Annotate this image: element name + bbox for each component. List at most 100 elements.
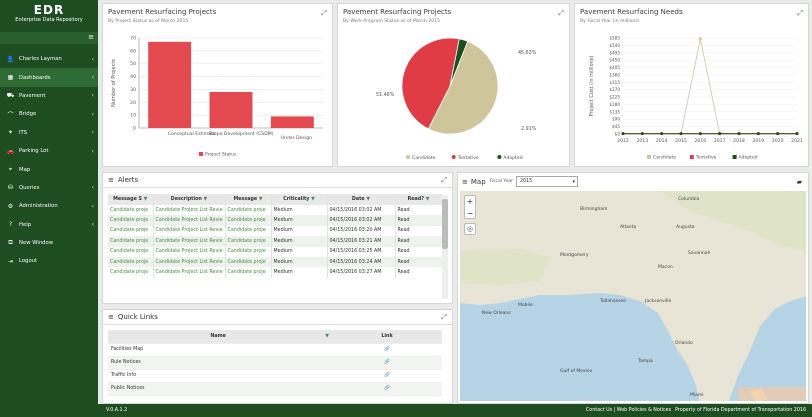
legend-label[interactable]: Candidate — [412, 155, 436, 161]
data-point[interactable] — [698, 132, 702, 136]
data-point[interactable] — [795, 132, 799, 136]
link-icon[interactable]: 🔗 — [332, 356, 442, 370]
link-icon[interactable]: 🔗 — [332, 369, 442, 383]
data-point[interactable] — [640, 132, 644, 136]
link-icon[interactable]: 🔗 — [332, 343, 442, 357]
data-point[interactable] — [737, 132, 741, 136]
list-item[interactable]: Rule Notices 🔗 — [108, 356, 442, 370]
fiscal-year-select[interactable]: 2015 ▾ — [515, 176, 578, 187]
sidebar-item-pavement[interactable]: ⛟ Pavement ‹ — [0, 87, 98, 105]
map-header: ≡ Map Fiscal Year 2015 ▾ ▰ — [458, 173, 808, 190]
data-point[interactable] — [756, 132, 760, 136]
scrollbar-thumb[interactable] — [442, 199, 448, 249]
column-header[interactable]: Name ▼ — [108, 330, 332, 344]
table-row[interactable]: Candidate proje Candidate Project List Re… — [108, 215, 442, 226]
legend-label[interactable]: Tentative — [695, 155, 717, 161]
list-item[interactable]: Public Notices 🔗 — [108, 382, 442, 396]
filter-icon[interactable]: ▼ — [366, 197, 371, 202]
data-point[interactable] — [718, 132, 722, 136]
column-header[interactable]: Date ▼ — [327, 194, 396, 205]
legend-label[interactable]: Tentative — [457, 155, 479, 161]
locate-icon[interactable]: ◎ — [464, 223, 476, 235]
table-row[interactable]: Candidate proje Candidate Project List Re… — [108, 205, 442, 216]
column-header[interactable]: Criticality ▼ — [271, 194, 328, 205]
sidebar-item-administration[interactable]: ⚙ Administration ‹ — [0, 197, 98, 215]
sidebar-item-logout[interactable]: ⇥ Logout — [0, 252, 98, 270]
column-header[interactable]: Link — [332, 330, 442, 344]
table-row[interactable]: Candidate proje Candidate Project List Re… — [108, 246, 442, 257]
zoom-out-button[interactable]: − — [466, 209, 474, 218]
table-row[interactable]: Candidate proje Candidate Project List Re… — [108, 256, 442, 268]
table-row[interactable]: Candidate proje Candidate Project List Re… — [108, 225, 442, 237]
x-tick-label: 2012 — [617, 138, 629, 144]
filter-icon[interactable]: ▼ — [143, 197, 148, 202]
alerts-scrollbar[interactable] — [442, 195, 448, 299]
bar[interactable] — [209, 92, 253, 128]
hamburger-icon[interactable]: ≡ — [88, 33, 94, 41]
list-item[interactable]: Facilities Map 🔗 — [108, 343, 442, 357]
zoom-in-button[interactable]: + — [466, 197, 474, 206]
filter-icon[interactable]: ▼ — [203, 197, 208, 202]
link-name[interactable]: Rule Notices — [108, 356, 332, 370]
chevron-down-icon: ▾ — [572, 178, 575, 185]
sidebar-item-charles-layman[interactable]: 👤 Charles Layman ‹ — [0, 50, 98, 68]
legend-label[interactable]: Candidate — [653, 155, 676, 161]
bar[interactable] — [148, 41, 192, 128]
map-canvas[interactable]: Columbia Birmingham Atlanta Augusta Savannah… — [460, 191, 806, 401]
list-item[interactable]: Traffic Info 🔗 — [108, 369, 442, 383]
data-point[interactable] — [698, 37, 702, 41]
data-point[interactable] — [679, 132, 683, 136]
pie-slice[interactable] — [449, 38, 469, 87]
expand-icon[interactable]: ⤢ — [441, 176, 447, 184]
legend-label[interactable]: Project Status — [205, 152, 237, 158]
expand-icon[interactable]: ⤢ — [797, 9, 803, 17]
table-cell: Candidate proje — [225, 236, 272, 247]
table-row[interactable]: Candidate proje Candidate Project List Re… — [108, 267, 442, 278]
expand-icon[interactable]: ⤢ — [441, 313, 447, 321]
pie-slice[interactable] — [427, 40, 499, 135]
column-header[interactable]: Message ▼ — [225, 194, 272, 205]
data-point[interactable] — [776, 132, 780, 136]
y-axis-label: Number of Projects — [111, 59, 117, 107]
link-name[interactable]: Public Notices — [108, 382, 332, 396]
data-label: 45.63% — [518, 50, 537, 56]
filter-icon[interactable]: ▼ — [311, 197, 315, 202]
sidebar-item-queries[interactable]: ⛁ Queries ‹ — [0, 179, 98, 197]
map-label: Miami — [690, 393, 704, 398]
sidebar-item-new-window[interactable]: ⧉ New Window — [0, 234, 98, 252]
table-row[interactable]: Candidate proje Candidate Project List Re… — [108, 236, 442, 247]
sidebar-item-dashboards[interactable]: ▦ Dashboards ‹ — [0, 68, 98, 87]
y-tick-label: $405 — [609, 65, 620, 70]
column-header[interactable]: Read? ▼ — [395, 194, 442, 205]
map-title: Map — [470, 177, 486, 186]
link-name[interactable]: Facilities Map — [108, 343, 332, 357]
legend-label[interactable]: Adopted — [739, 155, 758, 161]
bar[interactable] — [270, 116, 314, 128]
column-header[interactable]: Message S ▼ — [108, 194, 154, 205]
sidebar-item-help[interactable]: ? Help ‹ — [0, 216, 98, 234]
data-point[interactable] — [621, 132, 625, 136]
filter-icon[interactable]: ▼ — [425, 197, 430, 202]
pie-slice[interactable] — [401, 37, 460, 130]
column-header[interactable]: Description ▼ — [153, 194, 226, 205]
sidebar-item-its[interactable]: ✦ ITS ‹ — [0, 124, 98, 142]
copyright: Property of Florida Department of Transp… — [675, 408, 806, 413]
sidebar-item-bridge[interactable]: ⌒ Bridge ‹ — [0, 105, 98, 123]
brand[interactable]: EDR Enterprise Data Repository — [0, 0, 98, 32]
filter-icon[interactable]: ▼ — [258, 197, 263, 202]
expand-icon[interactable]: ⤢ — [321, 9, 327, 17]
dashboard-icon: ▦ — [7, 74, 14, 82]
table-cell: Candidate Project List Revie — [153, 236, 226, 247]
layers-icon[interactable]: ▰ — [796, 177, 802, 186]
column-label: Criticality — [283, 197, 310, 202]
sidebar-item-map[interactable]: ⌖ Map — [0, 160, 98, 178]
footer-links[interactable]: Contact Us | Web Policies & Notices — [585, 408, 672, 413]
legend-label[interactable]: Adopted — [503, 155, 522, 161]
expand-icon[interactable]: ⤢ — [558, 9, 564, 17]
link-icon[interactable]: 🔗 — [332, 382, 442, 396]
data-point[interactable] — [660, 132, 664, 136]
filter-icon[interactable]: ▼ — [325, 333, 329, 339]
table-cell: Candidate proje — [225, 205, 272, 216]
sidebar-item-parking-lot[interactable]: 🚗 Parking Lot ‹ — [0, 142, 98, 160]
link-name[interactable]: Traffic Info — [108, 369, 332, 383]
